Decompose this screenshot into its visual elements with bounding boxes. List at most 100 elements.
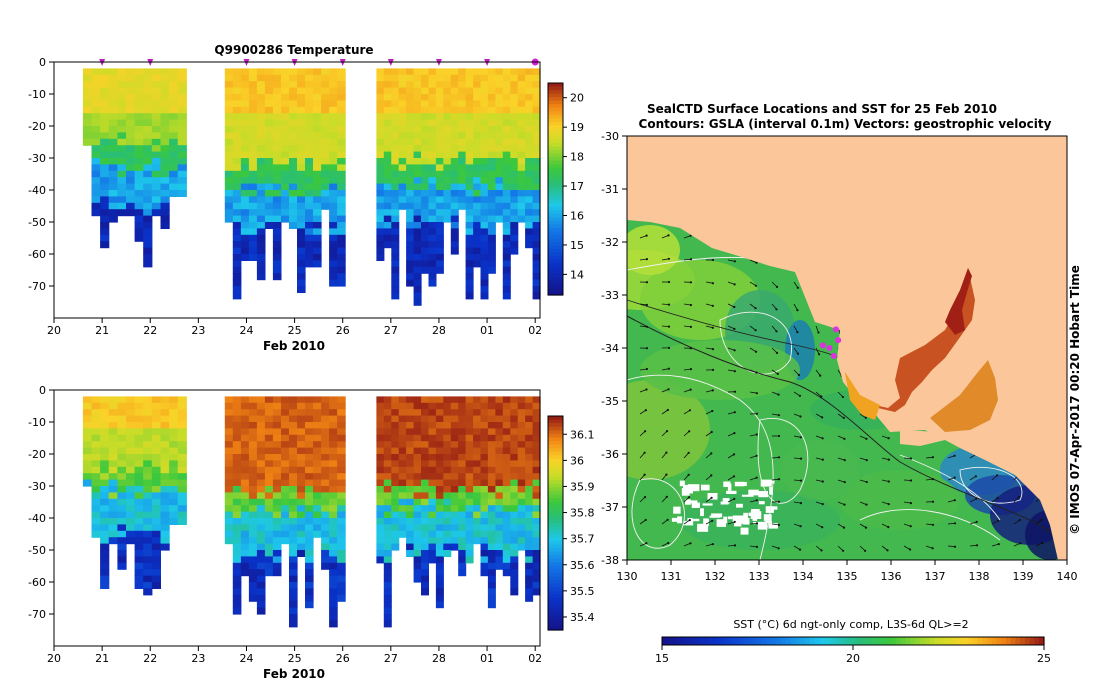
vector-head bbox=[755, 433, 758, 436]
velocity-vector bbox=[771, 369, 779, 375]
section-cell bbox=[126, 87, 136, 95]
x-tick-label: 01 bbox=[480, 652, 494, 665]
section-cell bbox=[305, 454, 314, 461]
section-cell bbox=[240, 454, 250, 461]
section-cell bbox=[169, 126, 179, 133]
section-cell bbox=[281, 196, 290, 204]
section-cell bbox=[151, 209, 161, 217]
section-cell bbox=[289, 511, 298, 519]
section-cell bbox=[100, 74, 110, 82]
section-cell bbox=[428, 132, 437, 140]
section-cell bbox=[421, 119, 429, 127]
section-cell bbox=[169, 87, 179, 95]
section-cell bbox=[232, 594, 242, 602]
section-cell bbox=[406, 81, 415, 89]
section-cell bbox=[406, 119, 415, 127]
section-cell bbox=[383, 492, 392, 500]
section-cell bbox=[305, 460, 314, 468]
section-cell bbox=[421, 479, 429, 487]
section-cell bbox=[398, 183, 407, 191]
section-cell bbox=[487, 575, 496, 583]
section-cell bbox=[82, 81, 93, 89]
section-cell bbox=[305, 126, 314, 133]
section-cell bbox=[272, 158, 282, 165]
section-cell bbox=[383, 177, 392, 185]
section-cell bbox=[383, 68, 392, 76]
section-cell bbox=[443, 209, 452, 217]
section-cell bbox=[117, 441, 127, 449]
vector-head bbox=[821, 416, 824, 419]
vector-head bbox=[843, 437, 846, 440]
section-cell bbox=[413, 415, 422, 423]
section-cell bbox=[143, 222, 153, 229]
section-cell bbox=[435, 158, 444, 165]
section-cell bbox=[480, 132, 489, 140]
section-cell bbox=[169, 190, 179, 197]
section-cell bbox=[248, 415, 258, 423]
section-cell bbox=[272, 126, 282, 133]
section-cell bbox=[134, 402, 144, 410]
colorbar-segment bbox=[548, 540, 563, 545]
section-cell bbox=[289, 100, 298, 108]
velocity-vector bbox=[727, 454, 735, 459]
velocity-vector bbox=[639, 368, 647, 371]
section-cell bbox=[224, 138, 234, 146]
section-cell bbox=[421, 228, 429, 236]
section-cell bbox=[517, 422, 526, 429]
section-cell bbox=[108, 530, 118, 538]
section-cell bbox=[487, 241, 496, 249]
section-cell bbox=[232, 183, 242, 191]
section-cell bbox=[177, 106, 187, 114]
colorbar-segment bbox=[972, 637, 978, 645]
section-cell bbox=[495, 87, 504, 95]
velocity-vector bbox=[749, 477, 757, 481]
section-cell bbox=[264, 422, 274, 429]
section-cell bbox=[435, 518, 444, 525]
section-cell bbox=[240, 196, 250, 204]
velocity-vector bbox=[683, 389, 691, 393]
section-cell bbox=[525, 466, 534, 474]
colorbar-frame bbox=[547, 415, 564, 631]
section-cell bbox=[224, 402, 234, 410]
velocity-vector bbox=[1013, 542, 1021, 547]
section-cell bbox=[177, 119, 187, 127]
section-cell bbox=[272, 170, 282, 178]
cloud-pixel bbox=[757, 521, 767, 530]
section-cell bbox=[177, 434, 187, 442]
section-cell bbox=[465, 247, 474, 255]
section-cell bbox=[256, 530, 266, 538]
section-cell bbox=[487, 94, 496, 101]
section-cell bbox=[232, 422, 242, 429]
section-cell bbox=[224, 530, 234, 538]
section-cell bbox=[256, 428, 266, 436]
section-cell bbox=[510, 556, 519, 564]
section-cell bbox=[82, 479, 93, 487]
x-tick-label: 21 bbox=[95, 652, 109, 665]
colorbar-segment bbox=[843, 637, 849, 645]
section-cell bbox=[391, 524, 400, 532]
section-cell bbox=[443, 434, 452, 442]
section-cell bbox=[428, 447, 437, 455]
section-cell bbox=[443, 215, 452, 223]
seal-location-marker bbox=[826, 345, 833, 351]
section-cell bbox=[272, 241, 282, 249]
section-cell bbox=[134, 460, 144, 468]
section-cell bbox=[232, 158, 242, 165]
section-cell bbox=[480, 505, 489, 513]
section-cell bbox=[248, 505, 258, 513]
section-cell bbox=[495, 202, 504, 210]
x-tick-label: 28 bbox=[432, 652, 446, 665]
section-cell bbox=[100, 466, 110, 474]
section-cell bbox=[272, 94, 282, 101]
section-cell bbox=[264, 434, 274, 442]
velocity-vector bbox=[859, 457, 867, 461]
section-cell bbox=[126, 138, 136, 146]
section-cell bbox=[177, 94, 187, 101]
colorbar-segment bbox=[814, 637, 821, 645]
colorbar-segment bbox=[857, 637, 864, 645]
section-cell bbox=[406, 447, 415, 455]
section-cell bbox=[510, 132, 519, 140]
cloud-pixel bbox=[722, 498, 730, 504]
section-cell bbox=[532, 460, 541, 468]
section-cell bbox=[248, 81, 258, 89]
